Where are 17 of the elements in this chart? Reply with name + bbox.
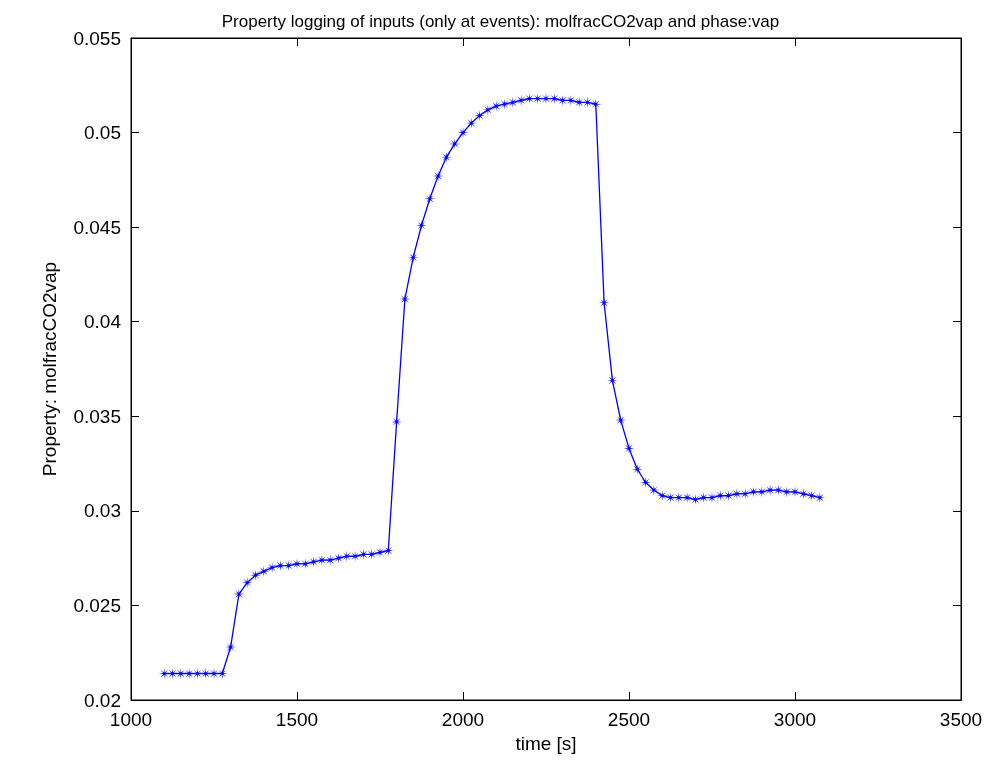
y-tick-label: 0.02 bbox=[84, 689, 121, 711]
x-tick-label: 2000 bbox=[441, 709, 485, 730]
y-tick-label: 0.055 bbox=[73, 27, 121, 49]
y-tick-label: 0.025 bbox=[73, 594, 121, 616]
y-tick-label: 0.05 bbox=[84, 122, 121, 144]
chart-title: Property logging of inputs (only at events): molfracCO2vap and phase:vap bbox=[221, 12, 780, 31]
y-axis-title: Property: molfracCO2vap bbox=[39, 261, 60, 477]
x-tick-label: 3500 bbox=[939, 709, 983, 730]
x-tick-label: 1000 bbox=[109, 709, 153, 730]
y-tick-label: 0.03 bbox=[84, 500, 121, 522]
y-tick-label: 0.035 bbox=[73, 405, 121, 427]
x-axis-title: time [s] bbox=[515, 732, 577, 754]
x-tick-label: 2500 bbox=[607, 709, 651, 730]
x-tick-label: 3000 bbox=[773, 709, 817, 730]
y-tick-label: 0.045 bbox=[73, 216, 121, 238]
x-tick-label: 1500 bbox=[275, 709, 319, 730]
y-tick-label: 0.04 bbox=[84, 311, 122, 333]
